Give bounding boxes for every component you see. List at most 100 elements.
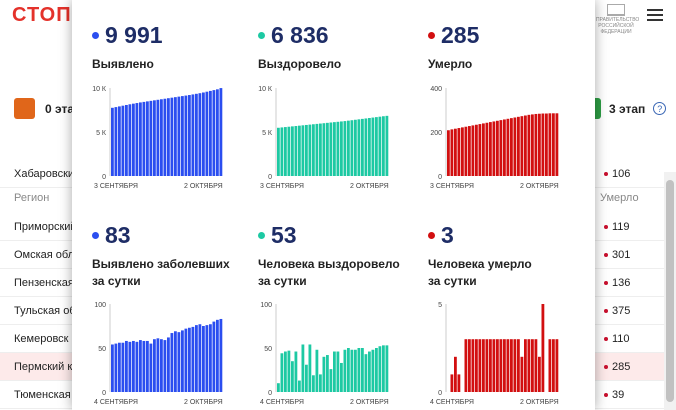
bar[interactable] [357, 348, 361, 392]
bar[interactable] [520, 116, 524, 176]
help-icon[interactable]: ? [653, 102, 667, 115]
bar[interactable] [308, 344, 312, 392]
bar[interactable] [378, 116, 382, 176]
bar[interactable] [503, 119, 506, 176]
bar[interactable] [132, 103, 135, 176]
bar[interactable] [111, 344, 114, 392]
bar[interactable] [156, 338, 160, 392]
bar[interactable] [548, 113, 552, 176]
bar[interactable] [471, 339, 475, 392]
bar[interactable] [301, 344, 305, 392]
bar[interactable] [319, 123, 322, 176]
bar[interactable] [447, 130, 450, 176]
bar[interactable] [524, 115, 527, 177]
bar[interactable] [319, 374, 322, 392]
bar[interactable] [343, 121, 347, 176]
bar[interactable] [478, 124, 482, 176]
bar[interactable] [375, 117, 378, 176]
bar[interactable] [520, 356, 524, 392]
bar[interactable] [284, 127, 287, 176]
bar[interactable] [513, 117, 517, 176]
bar[interactable] [118, 106, 121, 176]
bar[interactable] [284, 351, 287, 392]
bar[interactable] [219, 318, 223, 392]
bar[interactable] [114, 343, 118, 392]
bar[interactable] [188, 95, 191, 176]
bar[interactable] [496, 120, 499, 176]
bar[interactable] [167, 98, 170, 176]
bar[interactable] [541, 304, 545, 392]
bar[interactable] [121, 105, 125, 176]
bar[interactable] [322, 356, 326, 392]
bar[interactable] [170, 333, 174, 392]
bar[interactable] [149, 343, 153, 392]
bar[interactable] [364, 354, 368, 392]
bar[interactable] [464, 339, 468, 392]
bar[interactable] [534, 339, 538, 392]
bar[interactable] [531, 114, 534, 176]
bar[interactable] [506, 118, 510, 176]
bar[interactable] [340, 362, 343, 392]
bar[interactable] [492, 339, 496, 392]
bar[interactable] [457, 128, 461, 176]
bar[interactable] [195, 93, 198, 176]
bar[interactable] [371, 117, 375, 176]
bar[interactable] [457, 374, 461, 392]
bar[interactable] [315, 123, 319, 176]
bar[interactable] [163, 98, 167, 176]
bar[interactable] [125, 340, 128, 392]
bar[interactable] [209, 90, 212, 176]
bar[interactable] [153, 339, 156, 392]
bar[interactable] [142, 340, 146, 392]
bar[interactable] [368, 118, 371, 176]
bar[interactable] [121, 342, 125, 392]
bar[interactable] [177, 96, 181, 176]
bar[interactable] [132, 340, 135, 392]
bar[interactable] [464, 126, 468, 176]
bar[interactable] [350, 349, 354, 392]
bar[interactable] [517, 116, 520, 176]
bar[interactable] [364, 118, 368, 176]
bar[interactable] [315, 349, 319, 392]
bar[interactable] [205, 325, 209, 392]
bar[interactable] [468, 126, 471, 176]
bar[interactable] [450, 374, 454, 392]
bar[interactable] [461, 127, 464, 176]
bar[interactable] [333, 351, 336, 392]
bar[interactable] [475, 124, 478, 176]
bar[interactable] [184, 95, 188, 176]
bar[interactable] [499, 339, 503, 392]
bar[interactable] [280, 127, 284, 176]
bar[interactable] [181, 96, 184, 176]
bar[interactable] [555, 113, 559, 176]
bar[interactable] [471, 125, 475, 176]
scrollbar[interactable] [664, 172, 676, 410]
bar[interactable] [184, 328, 188, 392]
bar[interactable] [478, 339, 482, 392]
bar[interactable] [385, 345, 389, 392]
bar[interactable] [212, 321, 216, 392]
bar[interactable] [177, 332, 181, 392]
bar[interactable] [382, 116, 385, 176]
bar[interactable] [128, 104, 132, 176]
bar[interactable] [111, 107, 114, 176]
bar[interactable] [468, 339, 471, 392]
bar[interactable] [450, 129, 454, 176]
bar[interactable] [149, 100, 153, 176]
bar[interactable] [188, 327, 191, 392]
bar[interactable] [142, 101, 146, 176]
bar[interactable] [541, 113, 545, 176]
bar[interactable] [326, 122, 329, 176]
bar[interactable] [361, 118, 364, 176]
bar[interactable] [202, 92, 205, 176]
bar[interactable] [198, 93, 202, 176]
bar[interactable] [385, 115, 389, 176]
bar[interactable] [382, 345, 385, 392]
bar[interactable] [506, 339, 510, 392]
bar[interactable] [277, 127, 280, 176]
bar[interactable] [534, 113, 538, 176]
bar[interactable] [354, 349, 357, 392]
bar[interactable] [139, 102, 142, 176]
bar[interactable] [305, 364, 308, 392]
bar[interactable] [350, 120, 354, 176]
